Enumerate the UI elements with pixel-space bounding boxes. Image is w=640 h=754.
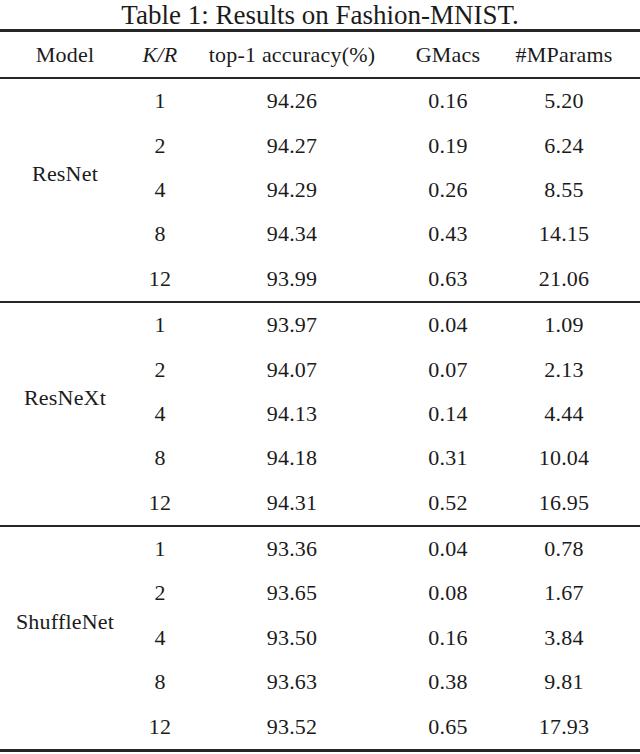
- cell-mparams: 0.78: [502, 527, 626, 571]
- cell-k-r: 2: [130, 123, 190, 167]
- cell-accuracy: 94.07: [190, 347, 394, 391]
- cell-accuracy: 94.31: [190, 481, 394, 525]
- cell-mparams: 4.44: [502, 392, 626, 436]
- model-name-shufflenet: ShuffleNet: [0, 511, 130, 733]
- cell-k-r: 4: [130, 616, 190, 660]
- cell-gmacs: 0.63: [394, 257, 502, 301]
- cell-accuracy: 94.18: [190, 436, 394, 480]
- cell-k-r: 2: [130, 347, 190, 391]
- cell-mparams: 3.84: [502, 616, 626, 660]
- cell-accuracy: 93.97: [190, 303, 394, 347]
- column-header-k-r: K/R: [130, 32, 190, 77]
- cell-accuracy: 93.65: [190, 571, 394, 615]
- cell-k-r: 1: [130, 303, 190, 347]
- cell-accuracy: 93.63: [190, 660, 394, 704]
- table-bottom-rule: [0, 749, 640, 752]
- cell-mparams: 8.55: [502, 168, 626, 212]
- column-header-gmacs: GMacs: [394, 32, 502, 77]
- cell-accuracy: 93.36: [190, 527, 394, 571]
- cell-k-r: 1: [130, 79, 190, 123]
- cell-k-r: 4: [130, 392, 190, 436]
- cell-k-r: 8: [130, 212, 190, 256]
- cell-k-r: 4: [130, 168, 190, 212]
- cell-gmacs: 0.16: [394, 616, 502, 660]
- column-header-top1-accuracy: top-1 accuracy(%): [190, 32, 394, 77]
- cell-gmacs: 0.65: [394, 704, 502, 748]
- cell-mparams: 21.06: [502, 257, 626, 301]
- table-section-shufflenet: ShuffleNet 1 93.36 0.04 0.78 2 93.65 0.0…: [0, 527, 640, 749]
- table-caption: Table 1: Results on Fashion-MNIST.: [0, 0, 640, 29]
- cell-gmacs: 0.19: [394, 123, 502, 167]
- cell-k-r: 8: [130, 436, 190, 480]
- cell-gmacs: 0.31: [394, 436, 502, 480]
- table-section-resnext: ResNeXt 1 93.97 0.04 1.09 2 94.07 0.07 2…: [0, 303, 640, 525]
- cell-gmacs: 0.26: [394, 168, 502, 212]
- cell-mparams: 16.95: [502, 481, 626, 525]
- cell-accuracy: 94.27: [190, 123, 394, 167]
- cell-gmacs: 0.07: [394, 347, 502, 391]
- cell-mparams: 5.20: [502, 79, 626, 123]
- cell-accuracy: 93.52: [190, 704, 394, 748]
- cell-k-r: 8: [130, 660, 190, 704]
- cell-accuracy: 94.26: [190, 79, 394, 123]
- cell-gmacs: 0.08: [394, 571, 502, 615]
- cell-gmacs: 0.04: [394, 303, 502, 347]
- cell-accuracy: 93.50: [190, 616, 394, 660]
- cell-k-r: 12: [130, 257, 190, 301]
- cell-gmacs: 0.52: [394, 481, 502, 525]
- cell-mparams: 14.15: [502, 212, 626, 256]
- cell-k-r: 1: [130, 527, 190, 571]
- cell-gmacs: 0.16: [394, 79, 502, 123]
- cell-gmacs: 0.04: [394, 527, 502, 571]
- cell-gmacs: 0.43: [394, 212, 502, 256]
- cell-k-r: 2: [130, 571, 190, 615]
- cell-mparams: 9.81: [502, 660, 626, 704]
- table-section-resnet: ResNet 1 94.26 0.16 5.20 2 94.27 0.19 6.…: [0, 79, 640, 301]
- paper-table-figure: Table 1: Results on Fashion-MNIST. Model…: [0, 0, 640, 754]
- cell-mparams: 2.13: [502, 347, 626, 391]
- cell-k-r: 12: [130, 704, 190, 748]
- cell-mparams: 1.67: [502, 571, 626, 615]
- cell-gmacs: 0.38: [394, 660, 502, 704]
- cell-accuracy: 93.99: [190, 257, 394, 301]
- cell-k-r: 12: [130, 481, 190, 525]
- column-header-mparams: #MParams: [502, 32, 626, 77]
- model-name-resnext: ResNeXt: [0, 287, 130, 509]
- cell-mparams: 17.93: [502, 704, 626, 748]
- cell-gmacs: 0.14: [394, 392, 502, 436]
- cell-accuracy: 94.34: [190, 212, 394, 256]
- cell-accuracy: 94.29: [190, 168, 394, 212]
- cell-mparams: 1.09: [502, 303, 626, 347]
- cell-mparams: 10.04: [502, 436, 626, 480]
- cell-accuracy: 94.13: [190, 392, 394, 436]
- model-name-resnet: ResNet: [0, 63, 130, 285]
- cell-mparams: 6.24: [502, 123, 626, 167]
